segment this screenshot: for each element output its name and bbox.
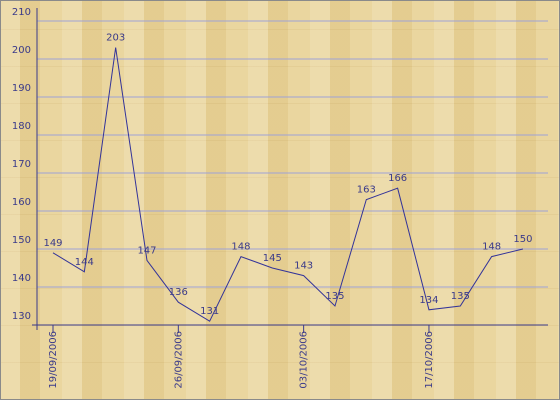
y-tick-label: 210 xyxy=(12,7,31,18)
data-label: 135 xyxy=(451,291,470,302)
y-tick-label: 200 xyxy=(12,45,31,56)
data-label: 131 xyxy=(200,306,219,317)
y-tick-label: 160 xyxy=(12,197,31,208)
x-tick-label: 03/10/2006 xyxy=(299,331,310,389)
data-label: 134 xyxy=(419,295,438,306)
data-line xyxy=(52,47,524,322)
data-label: 148 xyxy=(482,242,501,253)
x-tick-label: 26/09/2006 xyxy=(173,331,184,389)
data-label: 148 xyxy=(231,242,250,253)
data-label: 163 xyxy=(357,185,376,196)
y-tick-label: 170 xyxy=(12,159,31,170)
data-label: 203 xyxy=(106,33,125,44)
x-tick-label: 19/09/2006 xyxy=(48,331,59,389)
data-label: 143 xyxy=(294,261,313,272)
data-label: 166 xyxy=(388,173,407,184)
y-tick-label: 140 xyxy=(12,273,31,284)
x-tick-label: 17/10/2006 xyxy=(424,331,435,389)
data-label: 136 xyxy=(169,287,188,298)
data-label: 149 xyxy=(43,238,62,249)
data-label: 147 xyxy=(137,245,156,256)
data-label: 150 xyxy=(513,234,532,245)
data-label: 144 xyxy=(75,257,94,268)
y-tick-label: 150 xyxy=(12,235,31,246)
data-label: 135 xyxy=(325,291,344,302)
y-tick-label: 130 xyxy=(12,311,31,322)
y-tick-label: 180 xyxy=(12,121,31,132)
data-label: 145 xyxy=(263,253,282,264)
y-tick-label: 190 xyxy=(12,83,31,94)
